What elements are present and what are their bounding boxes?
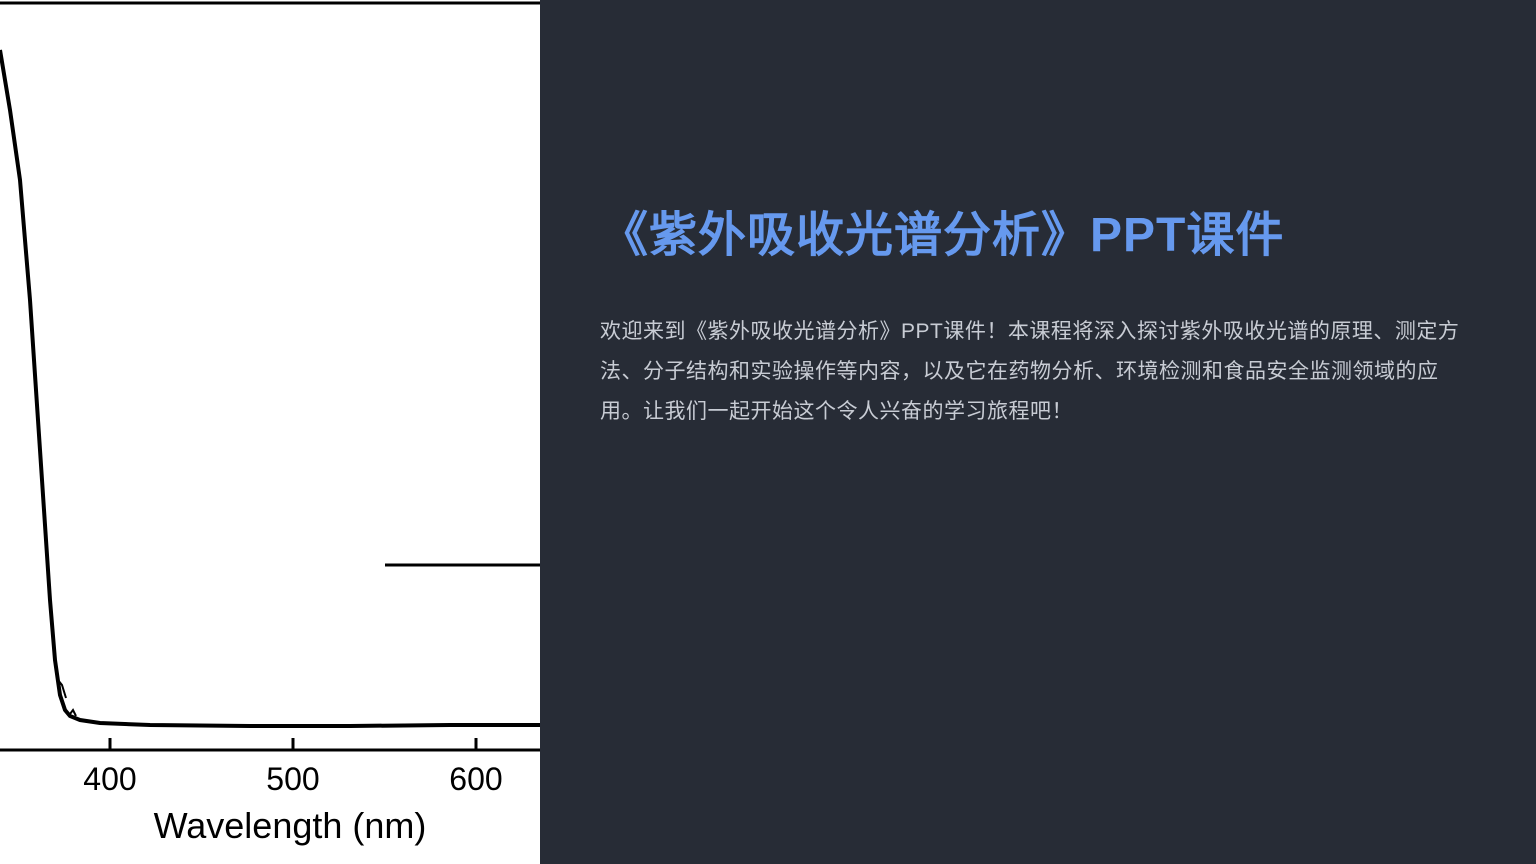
slide-title: 《紫外吸收光谱分析》PPT课件 [600, 200, 1466, 272]
slide-body: 欢迎来到《紫外吸收光谱分析》PPT课件！本课程将深入探讨紫外吸收光谱的原理、测定… [600, 312, 1466, 432]
absorption-curve [0, 50, 540, 726]
tick-label-600: 600 [449, 761, 502, 797]
tick-label-400: 400 [83, 761, 136, 797]
content-panel: 《紫外吸收光谱分析》PPT课件 欢迎来到《紫外吸收光谱分析》PPT课件！本课程将… [540, 0, 1536, 864]
tick-label-500: 500 [266, 761, 319, 797]
chart-panel: 400 500 600 Wavelength (nm) [0, 0, 540, 864]
x-axis-label: Wavelength (nm) [154, 805, 427, 846]
spectrum-chart: 400 500 600 Wavelength (nm) [0, 0, 540, 864]
